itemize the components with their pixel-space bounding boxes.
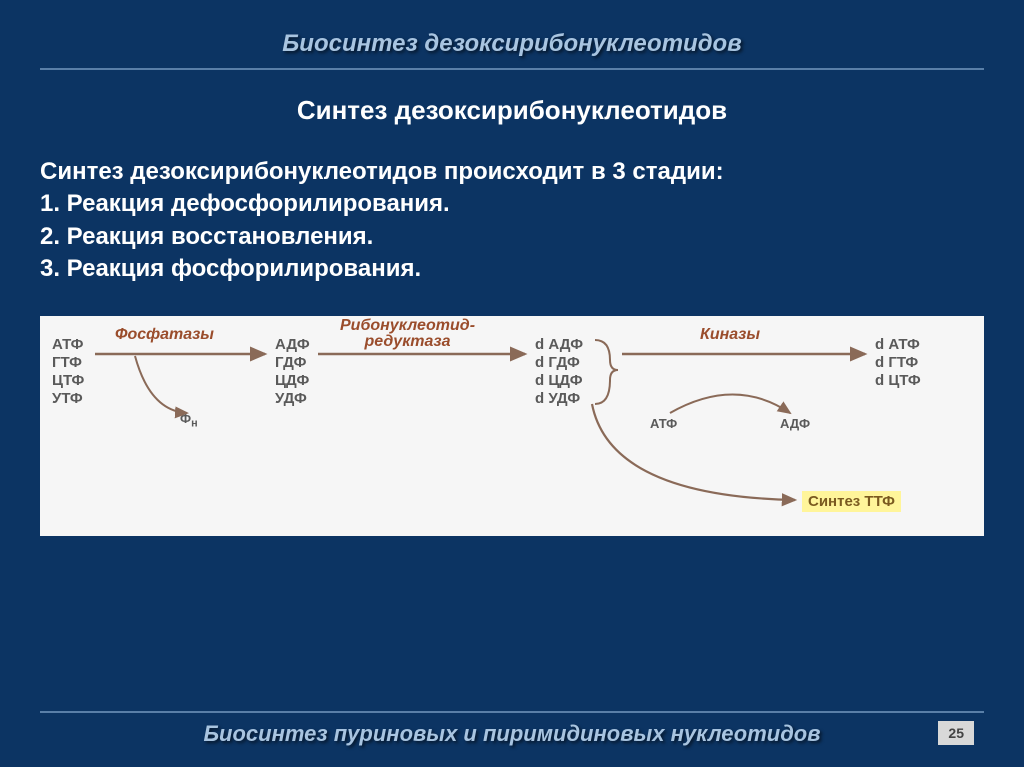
stage-1: 1. Реакция дефосфорилирования. (40, 188, 984, 220)
stage-3: 3. Реакция фосфорилирования. (40, 253, 984, 285)
diagram-arrows (40, 316, 984, 536)
slide-top-title: Биосинтез дезоксирибонуклеотидов (40, 30, 984, 70)
slide-subtitle: Синтез дезоксирибонуклеотидов (40, 95, 984, 126)
body-text: Синтез дезоксирибонуклеотидов происходит… (40, 156, 984, 286)
slide-bottom-title: Биосинтез пуриновых и пиримидиновых нукл… (40, 711, 984, 747)
page-number: 25 (938, 721, 974, 745)
stage-2: 2. Реакция восстановления. (40, 221, 984, 253)
intro-line: Синтез дезоксирибонуклеотидов происходит… (40, 156, 984, 188)
pathway-diagram: АТФ ГТФ ЦТФ УТФ Фосфатазы Фн АДФ ГДФ ЦДФ… (40, 316, 984, 536)
